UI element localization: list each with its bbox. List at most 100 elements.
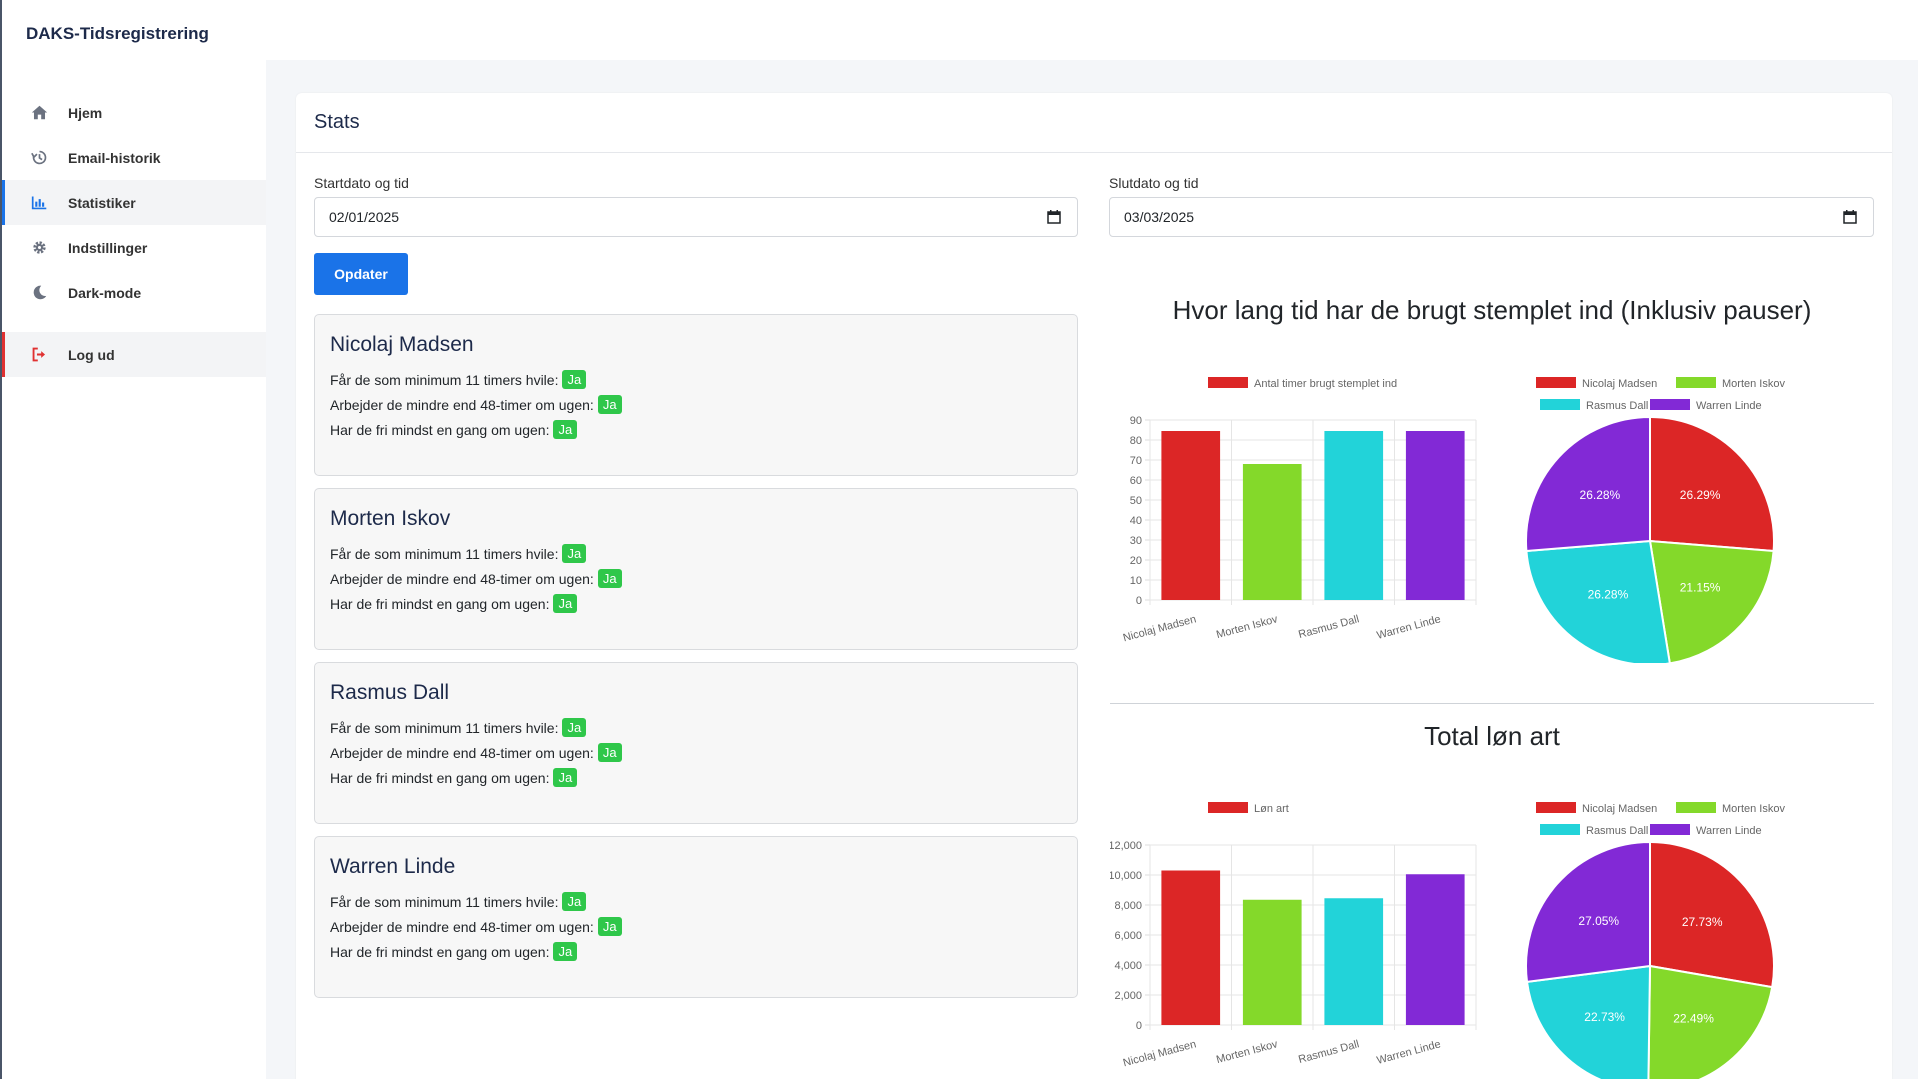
x-tick-label: Nicolaj Madsen bbox=[1122, 1038, 1198, 1069]
y-tick-label: 0 bbox=[1136, 595, 1142, 607]
status-badge: Ja bbox=[562, 718, 587, 737]
dayoff-check-label: Har de fri mindst en gang om ugen: bbox=[330, 769, 550, 786]
x-tick-label: Rasmus Dall bbox=[1297, 1038, 1360, 1066]
bar-chart-icon bbox=[30, 194, 48, 212]
status-badge: Ja bbox=[562, 544, 587, 563]
dayoff-check-label: Har de fri mindst en gang om ugen: bbox=[330, 595, 550, 612]
rest-check-label: Får de som minimum 11 timers hvile: bbox=[330, 893, 559, 910]
person-name: Warren Linde bbox=[330, 855, 456, 878]
pie-slice bbox=[1649, 415, 1775, 553]
legend-label: Nicolaj Madsen bbox=[1582, 803, 1657, 815]
pie-slice bbox=[1647, 964, 1774, 1079]
logout-button[interactable]: Log ud bbox=[2, 332, 266, 377]
rest-check: Får de som minimum 11 timers hvile: Ja bbox=[330, 889, 1062, 914]
person-card: Morten Iskov Får de som minimum 11 timer… bbox=[314, 488, 1078, 650]
rest-check: Får de som minimum 11 timers hvile: Ja bbox=[330, 541, 1062, 566]
status-badge: Ja bbox=[553, 942, 578, 961]
legend-swatch bbox=[1540, 824, 1580, 835]
person-card: Nicolaj Madsen Får de som minimum 11 tim… bbox=[314, 314, 1078, 476]
pie-slice bbox=[1648, 539, 1775, 663]
status-badge: Ja bbox=[597, 569, 622, 588]
legend-swatch bbox=[1536, 802, 1576, 813]
dayoff-check-label: Har de fri mindst en gang om ugen: bbox=[330, 943, 550, 960]
pie-data-label: 21.15% bbox=[1680, 580, 1721, 594]
pie-slice bbox=[1526, 539, 1671, 663]
home-icon bbox=[30, 104, 48, 122]
section-divider bbox=[1110, 703, 1874, 704]
legend-swatch bbox=[1650, 824, 1690, 835]
sidebar: DAKS-Tidsregistrering Hjem Email-histori… bbox=[0, 0, 266, 1079]
pie-slice bbox=[1526, 964, 1652, 1079]
status-badge: Ja bbox=[553, 594, 578, 613]
sidebar-item-dark-mode[interactable]: Dark-mode bbox=[2, 270, 266, 315]
moon-icon bbox=[30, 284, 48, 302]
legend-swatch bbox=[1650, 399, 1690, 410]
gear-icon bbox=[30, 239, 48, 257]
hours-check-label: Arbejder de mindre end 48-timer om ugen: bbox=[330, 396, 594, 413]
legend-label: Warren Linde bbox=[1696, 825, 1762, 837]
hours-bar-chart: Antal timer brugt stemplet ind 0 10 20 30 40 5… bbox=[1122, 377, 1477, 644]
y-tick-label: 6,000 bbox=[1114, 930, 1142, 942]
dayoff-check: Har de fri mindst en gang om ugen: Ja bbox=[330, 417, 1062, 442]
person-name: Nicolaj Madsen bbox=[330, 333, 474, 356]
dayoff-check: Har de fri mindst en gang om ugen: Ja bbox=[330, 591, 1062, 616]
legend-label: Rasmus Dall bbox=[1586, 825, 1648, 837]
y-tick-label: 12,000 bbox=[1110, 840, 1142, 852]
x-tick-label: Morten Iskov bbox=[1215, 1038, 1279, 1066]
status-badge: Ja bbox=[553, 420, 578, 439]
legend-swatch bbox=[1676, 802, 1716, 813]
hours-check-label: Arbejder de mindre end 48-timer om ugen: bbox=[330, 744, 594, 761]
hours-check: Arbejder de mindre end 48-timer om ugen:… bbox=[330, 392, 1062, 417]
sidebar-item-statistiker[interactable]: Statistiker bbox=[2, 180, 266, 225]
status-badge: Ja bbox=[597, 743, 622, 762]
logout-icon bbox=[30, 346, 48, 364]
bar bbox=[1161, 870, 1221, 1025]
start-date-input[interactable]: 02/01/2025 bbox=[314, 197, 1078, 237]
calendar-icon[interactable] bbox=[1843, 210, 1857, 224]
pie-data-label: 27.05% bbox=[1578, 914, 1619, 928]
hours-pie-chart: Nicolaj Madsen Morten Iskov Rasmus Dall War… bbox=[1526, 377, 1785, 663]
pie-data-label: 26.29% bbox=[1680, 488, 1721, 502]
status-badge: Ja bbox=[562, 370, 587, 389]
sidebar-item-label: Email-historik bbox=[68, 149, 161, 166]
pie-data-label: 27.73% bbox=[1682, 915, 1723, 929]
end-date-value: 03/03/2025 bbox=[1124, 209, 1195, 225]
person-name: Rasmus Dall bbox=[330, 681, 450, 704]
bar bbox=[1242, 899, 1302, 1025]
chart-title-hours: Hvor lang tid har de brugt stemplet ind … bbox=[1172, 295, 1812, 325]
hours-check: Arbejder de mindre end 48-timer om ugen:… bbox=[330, 914, 1062, 939]
legend-label: Nicolaj Madsen bbox=[1582, 378, 1657, 390]
y-tick-label: 80 bbox=[1130, 435, 1142, 447]
bar bbox=[1405, 431, 1465, 600]
sidebar-item-indstillinger[interactable]: Indstillinger bbox=[2, 225, 266, 270]
legend-swatch bbox=[1540, 399, 1580, 410]
pie-data-label: 26.28% bbox=[1588, 588, 1629, 602]
y-tick-label: 60 bbox=[1130, 475, 1142, 487]
stats-card: Stats Startdato og tid 02/01/2025 Slutda… bbox=[296, 93, 1892, 1079]
rest-check: Får de som minimum 11 timers hvile: Ja bbox=[330, 367, 1062, 392]
end-date-label: Slutdato og tid bbox=[1109, 175, 1199, 191]
y-tick-label: 70 bbox=[1130, 455, 1142, 467]
rest-check-label: Får de som minimum 11 timers hvile: bbox=[330, 545, 559, 562]
sidebar-item-email-historik[interactable]: Email-historik bbox=[2, 135, 266, 180]
legend-label: Løn art bbox=[1254, 803, 1289, 815]
x-tick-label: Rasmus Dall bbox=[1297, 613, 1360, 641]
y-tick-label: 20 bbox=[1130, 555, 1142, 567]
update-button[interactable]: Opdater bbox=[314, 253, 408, 295]
status-badge: Ja bbox=[597, 917, 622, 936]
x-tick-label: Nicolaj Madsen bbox=[1122, 613, 1198, 644]
calendar-icon[interactable] bbox=[1047, 210, 1061, 224]
y-tick-label: 10 bbox=[1130, 575, 1142, 587]
bar bbox=[1242, 464, 1302, 600]
legend-label: Morten Iskov bbox=[1722, 803, 1785, 815]
dayoff-check: Har de fri mindst en gang om ugen: Ja bbox=[330, 939, 1062, 964]
legend-swatch bbox=[1208, 802, 1248, 813]
hours-check-label: Arbejder de mindre end 48-timer om ugen: bbox=[330, 570, 594, 587]
x-tick-label: Warren Linde bbox=[1376, 1038, 1442, 1067]
wage-bar-chart: Løn art 0 2,000 4,000 6,000 8,000 10,000 12,000… bbox=[1110, 802, 1477, 1069]
sidebar-item-hjem[interactable]: Hjem bbox=[2, 90, 266, 135]
bar bbox=[1324, 898, 1384, 1025]
end-date-input[interactable]: 03/03/2025 bbox=[1109, 197, 1874, 237]
app-title: DAKS-Tidsregistrering bbox=[26, 24, 209, 43]
legend-swatch bbox=[1208, 377, 1248, 388]
